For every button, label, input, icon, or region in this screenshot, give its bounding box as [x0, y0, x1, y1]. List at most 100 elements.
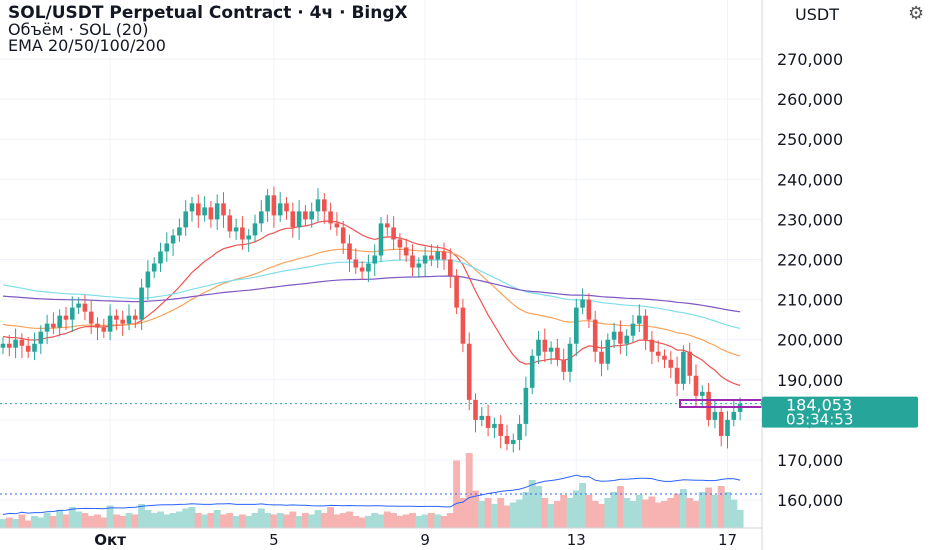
- candle-body: [38, 331, 44, 344]
- price-tick-label: 190,000: [777, 371, 843, 390]
- candle: [57, 309, 62, 337]
- candle: [460, 298, 466, 353]
- candle-body: [101, 327, 107, 332]
- candle: [410, 244, 415, 276]
- candle-body: [674, 367, 680, 384]
- candle-body: [687, 351, 692, 376]
- candle: [296, 200, 302, 240]
- candle: [712, 400, 718, 429]
- candle-body: [416, 263, 422, 268]
- candle-body: [296, 211, 302, 228]
- candle: [403, 238, 409, 262]
- candle: [391, 216, 396, 250]
- candle: [731, 400, 737, 427]
- candle-body: [347, 243, 352, 260]
- candle: [265, 188, 270, 222]
- candle: [164, 232, 170, 262]
- price-tick-label: 170,000: [777, 451, 843, 470]
- candle-body: [25, 345, 31, 352]
- candle-body: [403, 247, 409, 256]
- candle: [448, 248, 453, 288]
- candle: [347, 234, 352, 272]
- candle: [548, 341, 554, 365]
- candle: [107, 304, 113, 341]
- candle-body: [246, 235, 251, 240]
- candle: [372, 244, 377, 276]
- candle-body: [662, 355, 667, 360]
- candle: [271, 186, 277, 228]
- candle-body: [164, 243, 170, 252]
- candle: [196, 194, 201, 228]
- candle-body: [422, 255, 428, 264]
- candle-body: [454, 275, 459, 308]
- price-tick-label: 160,000: [777, 491, 843, 510]
- candle-body: [548, 347, 554, 352]
- candle-body: [208, 207, 214, 220]
- candle-body: [303, 211, 308, 220]
- candle: [233, 218, 239, 240]
- ema-legend[interactable]: EMA 20/50/100/200: [8, 36, 166, 55]
- candle: [334, 212, 340, 236]
- candle: [19, 333, 25, 359]
- candle: [51, 312, 56, 335]
- candle-body: [284, 203, 289, 212]
- candle-body: [51, 323, 56, 328]
- ema-200-line: [2, 275, 741, 313]
- candle-body: [580, 299, 585, 308]
- candle: [221, 192, 226, 228]
- candle-body: [277, 203, 283, 216]
- candle: [139, 278, 144, 331]
- candle-body: [340, 227, 346, 244]
- gear-icon[interactable]: ⚙: [908, 3, 925, 24]
- candle: [303, 204, 308, 226]
- candle: [674, 356, 680, 397]
- candle: [479, 407, 485, 427]
- chart-title: SOL/USDT Perpetual Contract · 4ч · BingX: [8, 3, 408, 23]
- candle-body: [630, 323, 636, 336]
- candle: [322, 192, 327, 224]
- candle-body: [681, 351, 686, 384]
- candle: [580, 288, 585, 315]
- candle-body: [70, 307, 75, 320]
- candle: [145, 260, 151, 301]
- candle: [605, 333, 611, 371]
- candle-body: [158, 251, 163, 264]
- candle-body: [731, 411, 737, 420]
- price-tick-label: 200,000: [777, 331, 843, 350]
- candle: [32, 332, 37, 361]
- candle: [277, 192, 283, 222]
- candle: [0, 337, 6, 355]
- candle: [643, 309, 648, 351]
- candle: [561, 348, 566, 381]
- candle-body: [429, 255, 434, 260]
- time-tick-label: 17: [718, 531, 737, 549]
- price-tick-label: 220,000: [777, 251, 843, 270]
- candle: [189, 196, 195, 222]
- candle: [429, 244, 434, 266]
- candle-body: [542, 339, 548, 352]
- candle: [309, 202, 314, 228]
- candle-body: [170, 235, 176, 244]
- candle-body: [32, 343, 37, 352]
- candle-body: [586, 299, 592, 320]
- volume-legend[interactable]: Объём · SOL (20): [8, 20, 149, 39]
- candle: [328, 202, 333, 230]
- candle-body: [498, 423, 503, 436]
- candle-body: [637, 315, 642, 324]
- candle: [259, 200, 264, 232]
- candle-body: [88, 311, 94, 324]
- candle: [511, 433, 516, 453]
- candle-body: [151, 263, 157, 272]
- candle-body: [725, 419, 730, 436]
- candle-body: [214, 203, 220, 220]
- candle: [466, 332, 472, 411]
- currency-label: USDT: [795, 5, 839, 24]
- candle-body: [511, 439, 516, 444]
- candle-body: [718, 411, 724, 436]
- ema-20-line: [2, 220, 741, 387]
- candle-body: [82, 303, 88, 312]
- candle-body: [693, 375, 699, 396]
- candle-body: [523, 387, 529, 424]
- candle-body: [271, 195, 277, 216]
- candle: [681, 345, 686, 391]
